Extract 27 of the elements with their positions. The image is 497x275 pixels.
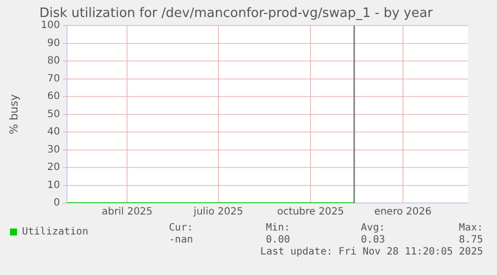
text: 0.03 [360, 234, 385, 246]
text: -nan [168, 234, 193, 246]
text: Max: [458, 222, 483, 234]
text: 8.75 [458, 234, 483, 246]
x-tick-label: julio 2025 [192, 206, 244, 218]
chart-title: Disk utilization for /dev/manconfor-prod-vg/swap_1 - by year [39, 6, 434, 22]
y-tick-label: 40 [47, 126, 60, 138]
y-tick-label: 0 [54, 198, 60, 209]
y-tick-label: 10 [47, 180, 60, 191]
text: Min: [266, 222, 290, 234]
y-tick-label: 100 [40, 20, 60, 32]
y-tick-label: 30 [47, 144, 60, 156]
y-tick-label: 90 [47, 38, 60, 49]
legend-label: Utilization [22, 226, 88, 238]
x-tick-label: enero 2026 [374, 206, 432, 218]
y-tick-label: 80 [47, 56, 60, 67]
text: Last update: Fri Nov 28 11:20:05 2025 [260, 246, 483, 258]
x-tick-label: octubre 2025 [277, 206, 344, 218]
y-axis-title: % busy [7, 94, 20, 134]
text: Avg: [360, 222, 385, 234]
x-tick-label: abril 2025 [102, 206, 153, 218]
y-tick-label: 50 [47, 108, 60, 120]
y-tick-label: 70 [47, 73, 60, 84]
y-tick-label: 60 [47, 91, 60, 102]
y-tick-label: 20 [47, 162, 60, 174]
text: Cur: [168, 222, 193, 234]
text: 0.00 [266, 234, 290, 246]
